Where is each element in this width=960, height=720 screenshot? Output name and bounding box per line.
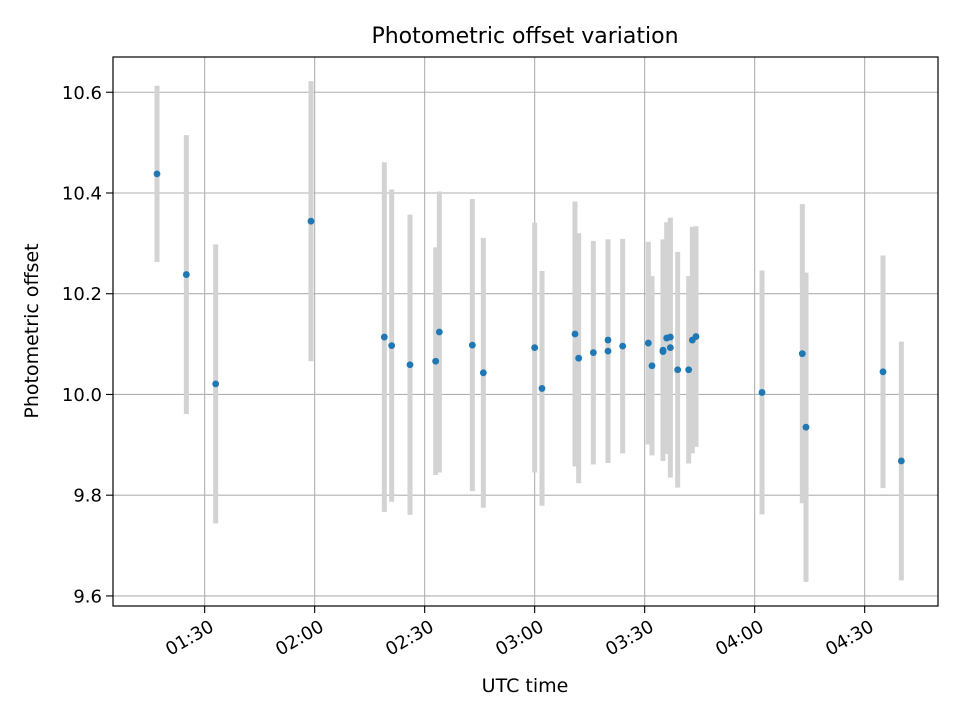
- data-point: [802, 423, 810, 431]
- data-point: [212, 380, 220, 388]
- data-point: [575, 354, 583, 362]
- data-point: [388, 342, 396, 350]
- y-tick-label: 10.4: [62, 183, 102, 204]
- data-point: [758, 389, 766, 396]
- data-point: [538, 385, 546, 392]
- data-point: [435, 328, 443, 336]
- y-tick-label: 10.2: [62, 284, 102, 305]
- data-points: [153, 170, 905, 465]
- data-point: [897, 457, 905, 465]
- data-point: [619, 342, 627, 350]
- y-tick-label: 10.0: [62, 385, 102, 406]
- data-point: [666, 344, 674, 352]
- x-axis-label: UTC time: [482, 675, 569, 697]
- data-point: [674, 366, 682, 374]
- y-tick-label: 9.8: [73, 486, 102, 507]
- data-point: [571, 330, 579, 338]
- data-point: [666, 333, 674, 341]
- data-point: [685, 366, 693, 374]
- y-tick-label: 10.6: [62, 83, 102, 104]
- data-point: [648, 362, 656, 370]
- chart-title: Photometric offset variation: [371, 24, 678, 49]
- data-point: [307, 217, 315, 225]
- data-point: [879, 368, 887, 376]
- data-point: [604, 336, 612, 344]
- data-point: [432, 357, 440, 365]
- data-point: [406, 361, 414, 369]
- y-axis-label: Photometric offset: [21, 243, 43, 418]
- data-point: [659, 346, 667, 354]
- data-point: [589, 349, 597, 357]
- data-point: [531, 344, 539, 352]
- y-axis-ticks: 9.6 9.8 10.0 10.2 10.4 10.6: [62, 83, 113, 607]
- data-point: [644, 339, 652, 347]
- plot-area-frame: [112, 56, 939, 607]
- data-point: [604, 347, 612, 355]
- data-point: [692, 333, 700, 340]
- data-point: [479, 369, 487, 377]
- data-point: [798, 350, 806, 358]
- data-point: [153, 170, 161, 178]
- data-point: [380, 333, 388, 341]
- data-point: [468, 341, 476, 349]
- data-point: [182, 271, 190, 278]
- y-tick-label: 9.6: [73, 586, 102, 607]
